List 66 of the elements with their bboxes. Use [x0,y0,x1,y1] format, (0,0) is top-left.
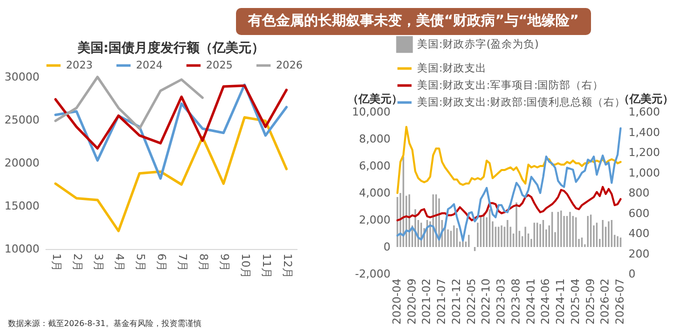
legend-label: 2023 [66,60,93,72]
legend-label: 美国:财政赤字(盈余为负) [417,38,539,50]
x-tick-label: 8月 [197,254,210,272]
y2-tick-label: 800 [628,186,650,200]
y-axis-title: （亿美元） [348,92,402,106]
y-tick-label: 20000 [4,156,40,170]
y-tick-label: 8,000 [359,132,390,146]
y-tick-label: 4,000 [359,186,390,200]
y2-tick-label: 1,200 [628,146,660,159]
y-tick-label: -2,000 [355,268,390,280]
line-series [54,84,288,150]
x-tick-label: 2025-04 [568,278,582,324]
x-tick-label: 2022-05 [464,278,478,324]
legend-label: 2025 [206,60,233,72]
legend-label: 美国:财政支出 [417,62,487,74]
legend-label: 2024 [136,60,164,72]
line-series [396,186,622,222]
x-tick-label: 2020-04 [390,278,404,324]
y-tick-label: 25000 [4,114,40,126]
y2-tick-label: 0 [628,268,636,280]
y2-tick-label: 1,000 [628,166,660,180]
y-tick-label: 30000 [4,70,40,84]
x-tick-label: 11月 [260,254,273,278]
y-tick-label: 15000 [4,200,40,212]
x-tick-label: 2021-12 [450,278,463,324]
source-note: 数据来源：截至2026-8-31。基金有风险，投资需谨慎 [8,318,202,329]
x-tick-label: 2024-11 [554,278,568,324]
y2-tick-label: 200 [628,247,650,260]
x-tick-label: 2020-09 [405,278,418,324]
x-tick-label: 7月 [176,254,189,272]
x-tick-label: 2023-08 [509,278,522,324]
y2-tick-label: 400 [628,227,650,240]
x-tick-label: 2021-07 [435,278,448,324]
line-series [396,127,622,242]
y2-tick-label: 600 [628,206,650,220]
y-tick-label: 2,000 [359,214,390,226]
line-series [396,126,622,194]
line-series [54,116,288,232]
x-tick-label: 5月 [134,254,147,272]
x-tick-label: 2021-02 [420,278,434,324]
x-tick-label: 2024-01 [524,278,538,324]
x-tick-label: 3月 [92,254,105,272]
legend-label: 2026 [276,60,304,72]
y2-tick-label: 1,400 [628,126,660,139]
x-tick-label: 12月 [281,254,294,278]
legend-label: 美国:财政支出:军事项目:国防部（右） [417,78,604,92]
x-tick-label: 9月 [218,254,231,272]
x-tick-label: 2026-07 [614,278,627,324]
y2-tick-label: 1,600 [628,106,660,118]
x-tick-label: 1月 [50,254,63,272]
x-tick-label: 2023-03 [494,278,508,324]
y-tick-label: 10000 [4,242,40,256]
x-tick-label: 2025-09 [584,278,597,324]
x-tick-label: 10月 [239,254,252,278]
y-tick-label: 0 [384,240,390,254]
x-tick-label: 2月 [71,254,84,272]
chart-title: 美国:国债月度发行额（亿美元） [76,40,265,56]
line-series [54,76,204,130]
y-tick-label: 6,000 [359,160,390,172]
y-tick-label: 10,000 [352,106,390,118]
x-tick-label: 2022-10 [480,278,493,324]
text: 有色金属的长期叙事未变，美债“财政病”与“地缘险” [236,8,591,35]
x-tick-label: 2024-06 [539,278,552,324]
x-tick-label: 2026-02 [598,278,612,324]
x-tick-label: 4月 [113,254,126,272]
x-tick-label: 6月 [155,254,168,272]
